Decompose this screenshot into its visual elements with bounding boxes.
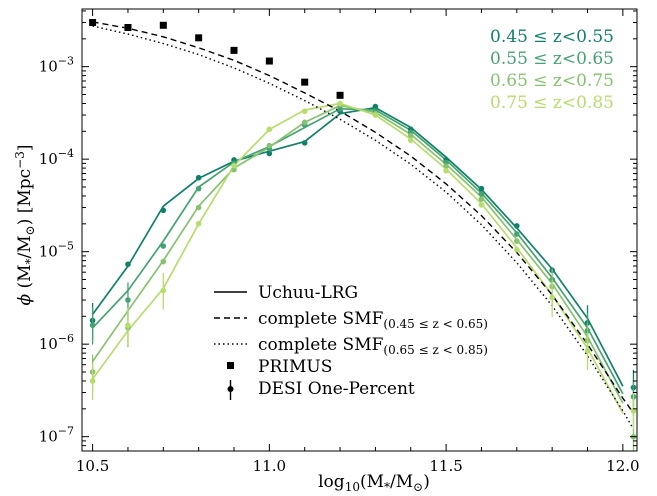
desi-point-3 <box>266 142 273 149</box>
legend-label-smf-low: complete SMF(0.45 ≤ z < 0.65) <box>258 309 488 331</box>
desi-point-4 <box>195 221 202 227</box>
legend-square-marker <box>227 362 234 369</box>
primus-point <box>336 91 344 99</box>
desi-point-4 <box>478 202 485 208</box>
desi-point-3 <box>407 132 414 139</box>
primus-point <box>195 34 203 42</box>
desi-point-2 <box>89 322 96 329</box>
plot-data-layer <box>89 19 637 451</box>
x-tick-label: 12.0 <box>606 457 639 475</box>
series-line-6 <box>92 25 635 430</box>
desi-point-4 <box>514 246 520 253</box>
legend-label-primus: PRIMUS <box>258 357 332 377</box>
legend-label-uchuu: Uchuu-LRG <box>258 283 358 303</box>
redshift-label-1: 0.45 ≤ z<0.55 <box>490 27 614 47</box>
desi-point-4 <box>443 167 449 174</box>
y-tick-label: 10−6 <box>39 332 74 353</box>
series-line-4 <box>91 102 624 414</box>
desi-point-3 <box>443 163 449 169</box>
desi-point-2 <box>160 243 167 249</box>
redshift-label-2: 0.55 ≤ z<0.65 <box>490 49 614 69</box>
plot-frame <box>81 8 638 452</box>
primus-point <box>159 21 167 29</box>
redshift-labels: 0.45 ≤ z<0.55 0.55 ≤ z<0.65 0.65 ≤ z<0.7… <box>490 27 614 113</box>
desi-point-4 <box>160 287 167 294</box>
redshift-label-4: 0.75 ≤ z<0.85 <box>490 93 614 113</box>
desi-point-4 <box>549 294 555 301</box>
redshift-label-3: 0.65 ≤ z<0.75 <box>490 71 614 91</box>
legend-point-marker <box>227 386 234 392</box>
series-line-1 <box>91 106 624 387</box>
desi-point-2 <box>514 231 520 237</box>
primus-point <box>89 19 97 27</box>
y-tick-label: 10−3 <box>39 55 74 76</box>
desi-point-1 <box>372 103 379 110</box>
series-line-5 <box>92 21 635 414</box>
y-tick-label: 10−4 <box>39 147 74 168</box>
desi-point-2 <box>195 185 202 192</box>
legend-label-desi: DESI One-Percent <box>258 379 415 399</box>
y-axis-label: ϕ (M*/M⊙) [Mpc−3] <box>13 144 37 305</box>
desi-point-2 <box>125 297 131 303</box>
desi-point-1 <box>514 223 520 229</box>
desi-point-2 <box>478 191 485 197</box>
x-tick-label: 11.0 <box>253 457 286 475</box>
desi-point-4 <box>266 126 273 133</box>
axis-ticks: 10.5 11.0 11.5 12.0 10−7 10−6 10−5 10−4 10−3 <box>39 9 640 475</box>
plot-clip-group <box>89 19 637 451</box>
desi-point-3 <box>160 258 167 265</box>
primus-point <box>124 24 132 32</box>
x-tick-label: 11.5 <box>429 457 462 475</box>
primus-point <box>265 57 273 65</box>
x-axis-label: log10(M*/M⊙) <box>318 472 430 494</box>
desi-point-4 <box>337 100 343 107</box>
desi-point-1 <box>478 185 485 192</box>
desi-point-1 <box>160 207 167 214</box>
desi-point-1 <box>195 174 202 181</box>
desi-point-1 <box>301 140 308 146</box>
x-tick-label: 10.5 <box>76 457 109 475</box>
desi-point-3 <box>231 166 237 173</box>
desi-point-4 <box>584 347 591 354</box>
desi-point-1 <box>125 261 131 268</box>
primus-point <box>230 46 238 54</box>
legend-label-smf-high: complete SMF(0.65 ≤ z < 0.85) <box>258 335 488 357</box>
desi-point-3 <box>301 119 308 126</box>
desi-point-3 <box>514 238 520 244</box>
desi-point-4 <box>125 322 131 329</box>
y-tick-label: 10−7 <box>39 425 74 446</box>
desi-point-4 <box>407 137 414 144</box>
y-tick-label: 10−5 <box>39 240 74 261</box>
desi-point-4 <box>89 378 96 384</box>
desi-point-4 <box>630 408 637 414</box>
desi-point-3 <box>478 196 485 202</box>
desi-point-4 <box>372 112 379 118</box>
desi-point-4 <box>301 108 308 114</box>
primus-point <box>301 78 309 86</box>
desi-point-2 <box>337 106 343 112</box>
desi-point-1 <box>266 150 273 157</box>
desi-point-4 <box>231 162 237 169</box>
desi-point-3 <box>195 204 202 211</box>
series-line-3 <box>91 104 624 404</box>
legend: Uchuu-LRG complete SMF(0.45 ≤ z < 0.65) … <box>214 283 488 400</box>
